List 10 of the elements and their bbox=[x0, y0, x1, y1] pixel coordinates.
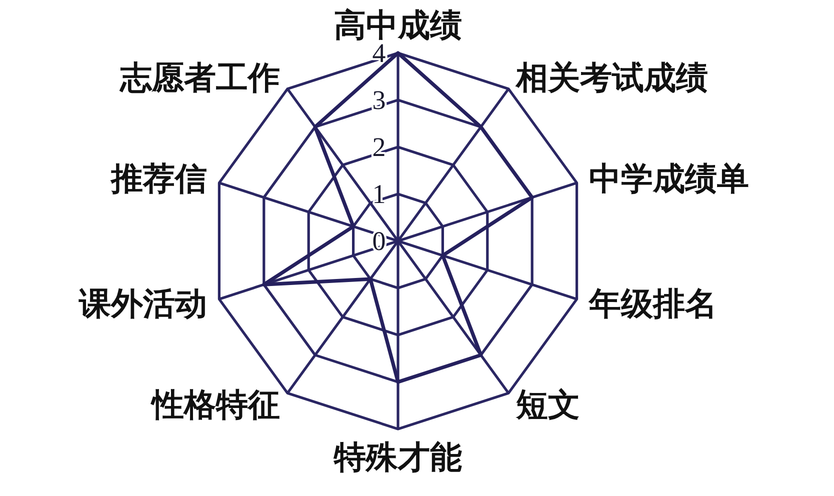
category-label: 课外活动 bbox=[78, 284, 207, 322]
category-label: 年级排名 bbox=[589, 284, 718, 322]
category-label: 中学成绩单 bbox=[589, 160, 750, 198]
category-label: 性格特征 bbox=[152, 385, 280, 424]
category-label: 短文 bbox=[516, 385, 580, 424]
category-label: 特殊才能 bbox=[334, 438, 462, 476]
category-label: 相关考试成绩 bbox=[516, 58, 708, 97]
category-label: 推荐信 bbox=[110, 160, 207, 198]
category-label: 志愿者工作 bbox=[120, 58, 280, 97]
category-label: 高中成绩 bbox=[334, 6, 462, 44]
